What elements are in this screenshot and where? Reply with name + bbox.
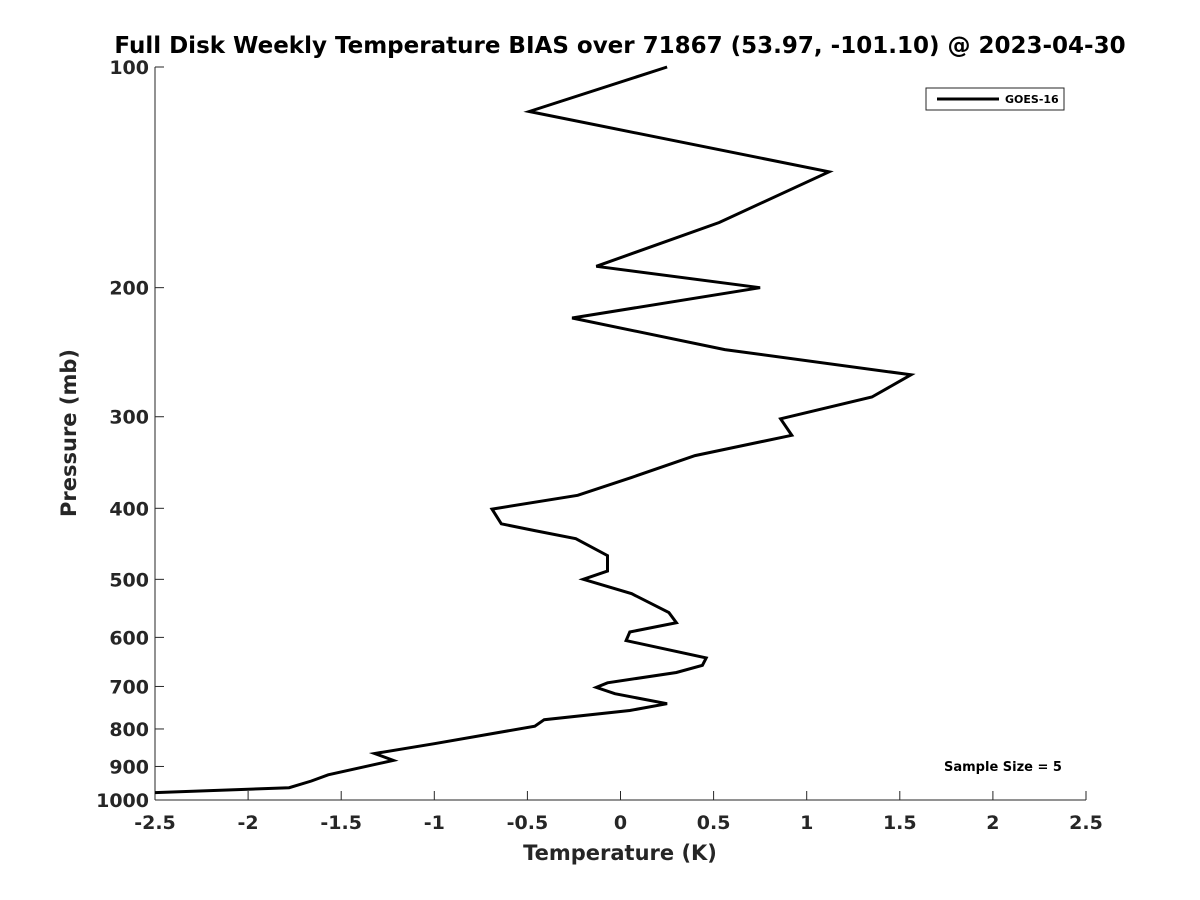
x-tick-label: -1 (424, 812, 445, 834)
x-tick-label: 1 (800, 812, 813, 834)
y-axis-label: Pressure (mb) (57, 349, 81, 517)
x-tick-label: -2.5 (134, 812, 176, 834)
x-tick-label: 2 (986, 812, 999, 834)
x-tick-label: -0.5 (507, 812, 549, 834)
y-tick-label: 200 (109, 278, 149, 300)
x-tick-label: -1.5 (320, 812, 362, 834)
x-tick-label: -2 (238, 812, 259, 834)
series-layer (154, 65, 916, 795)
series-line-goes-16 (154, 65, 916, 795)
x-tick-label: 2.5 (1069, 812, 1103, 834)
x-axis-label: Temperature (K) (523, 841, 717, 865)
y-tick-label: 1000 (96, 790, 149, 812)
legend: GOES-16 (925, 87, 1065, 111)
chart-title: Full Disk Weekly Temperature BIAS over 7… (114, 33, 1125, 59)
y-tick-label: 700 (109, 676, 149, 698)
x-tick-label: 1.5 (883, 812, 917, 834)
y-tick-label: 900 (109, 756, 149, 778)
y-tick-label: 400 (109, 498, 149, 520)
legend-label-goes-16: GOES-16 (1005, 93, 1059, 106)
y-tick-label: 600 (109, 627, 149, 649)
plot-area (155, 67, 1086, 800)
y-tick-label: 800 (109, 719, 149, 741)
y-tick-label: 300 (109, 407, 149, 429)
y-tick-label: 100 (109, 57, 149, 79)
sample-size-annotation: Sample Size = 5 (944, 760, 1062, 775)
x-tick-label: 0.5 (697, 812, 731, 834)
x-axis: -2.5 -2 -1.5 -1 -0.5 0 0.5 1 1.5 2 2.5 (134, 791, 1103, 834)
y-tick-label: 500 (109, 569, 149, 591)
y-axis: 100 200 300 400 500 600 700 800 900 1000 (96, 57, 164, 812)
x-tick-label: 0 (614, 812, 627, 834)
